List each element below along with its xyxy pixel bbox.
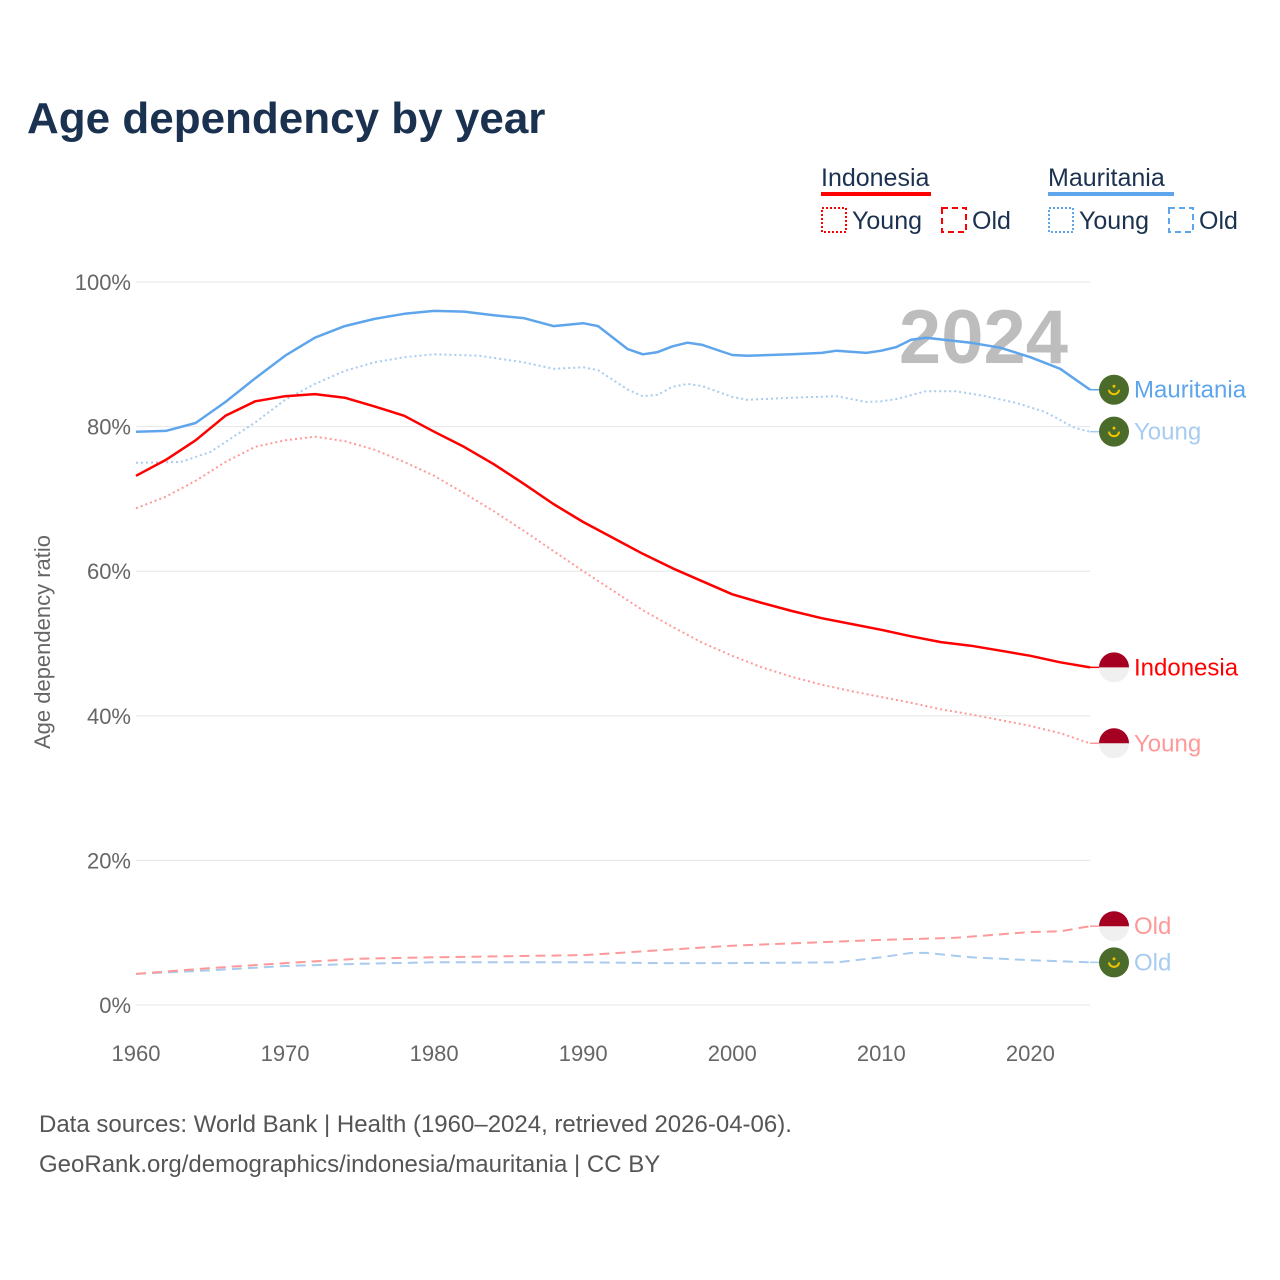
x-tick-label: 1970 xyxy=(261,1041,310,1066)
series-line-indonesia[interactable] xyxy=(135,392,1091,669)
x-tick-label: 1960 xyxy=(112,1041,161,1066)
end-label-indonesia: Indonesia xyxy=(1090,652,1239,683)
legend-indonesia-young[interactable]: Young xyxy=(852,207,922,235)
end-label-mauritania-old: Old xyxy=(1090,947,1171,978)
y-tick-label: 40% xyxy=(87,704,131,729)
series-line-mauritania-old[interactable] xyxy=(135,951,1091,975)
legend-mauritania-line xyxy=(1048,192,1174,196)
legend-indonesia[interactable]: Indonesia xyxy=(821,164,930,192)
legend-mauritania-old[interactable]: Old xyxy=(1199,207,1238,235)
end-label-text: Young xyxy=(1134,730,1201,757)
footer-sources: Data sources: World Bank | Health (1960–… xyxy=(39,1111,792,1138)
x-tick-label: 2020 xyxy=(1006,1041,1055,1066)
end-label-text: Old xyxy=(1134,913,1171,940)
y-tick-label: 60% xyxy=(87,559,131,584)
end-label-indonesia-young: Young xyxy=(1090,728,1201,759)
chart-title: Age dependency by year xyxy=(27,94,545,143)
legend: Indonesia Young Old Mauritania Young Old xyxy=(821,164,1238,235)
series-line-indonesia-young[interactable] xyxy=(135,435,1091,745)
legend-indonesia-line xyxy=(821,192,931,196)
y-tick-label: 80% xyxy=(87,415,131,440)
y-tick-label: 0% xyxy=(99,993,131,1018)
end-label-mauritania: Mauritania xyxy=(1090,374,1247,405)
series-line-indonesia-old[interactable] xyxy=(135,925,1091,975)
legend-mauritania-young-swatch xyxy=(1048,207,1074,233)
series-line-mauritania-young[interactable] xyxy=(135,353,1091,464)
y-tick-label: 100% xyxy=(75,270,131,295)
legend-indonesia-young-swatch xyxy=(821,207,847,233)
end-label-text: Young xyxy=(1134,419,1201,446)
y-tick-label: 20% xyxy=(87,848,131,873)
x-tick-label: 1990 xyxy=(559,1041,608,1066)
legend-indonesia-old[interactable]: Old xyxy=(972,207,1011,235)
indonesia-flag-icon xyxy=(1099,652,1129,683)
end-label-mauritania-young: Young xyxy=(1090,416,1201,447)
end-label-text: Old xyxy=(1134,949,1171,976)
x-tick-label: 2010 xyxy=(857,1041,906,1066)
end-label-indonesia-old: Old xyxy=(1090,911,1171,942)
legend-mauritania[interactable]: Mauritania xyxy=(1048,164,1165,192)
legend-indonesia-old-swatch xyxy=(941,207,967,233)
indonesia-flag-icon xyxy=(1099,911,1129,942)
y-axis-label: Age dependency ratio xyxy=(30,535,55,749)
legend-mauritania-young[interactable]: Young xyxy=(1079,207,1149,235)
mauritania-flag-icon xyxy=(1099,947,1129,978)
mauritania-flag-icon xyxy=(1099,374,1129,405)
x-tick-label: 2000 xyxy=(708,1041,757,1066)
end-label-text: Indonesia xyxy=(1134,654,1239,681)
legend-mauritania-old-swatch xyxy=(1168,207,1194,233)
series-line-mauritania[interactable] xyxy=(135,309,1091,433)
mauritania-flag-icon xyxy=(1099,416,1129,447)
indonesia-flag-icon xyxy=(1099,728,1129,759)
end-label-text: Mauritania xyxy=(1134,377,1247,404)
x-tick-label: 1980 xyxy=(410,1041,459,1066)
footer-attribution[interactable]: GeoRank.org/demographics/indonesia/mauri… xyxy=(39,1151,660,1178)
